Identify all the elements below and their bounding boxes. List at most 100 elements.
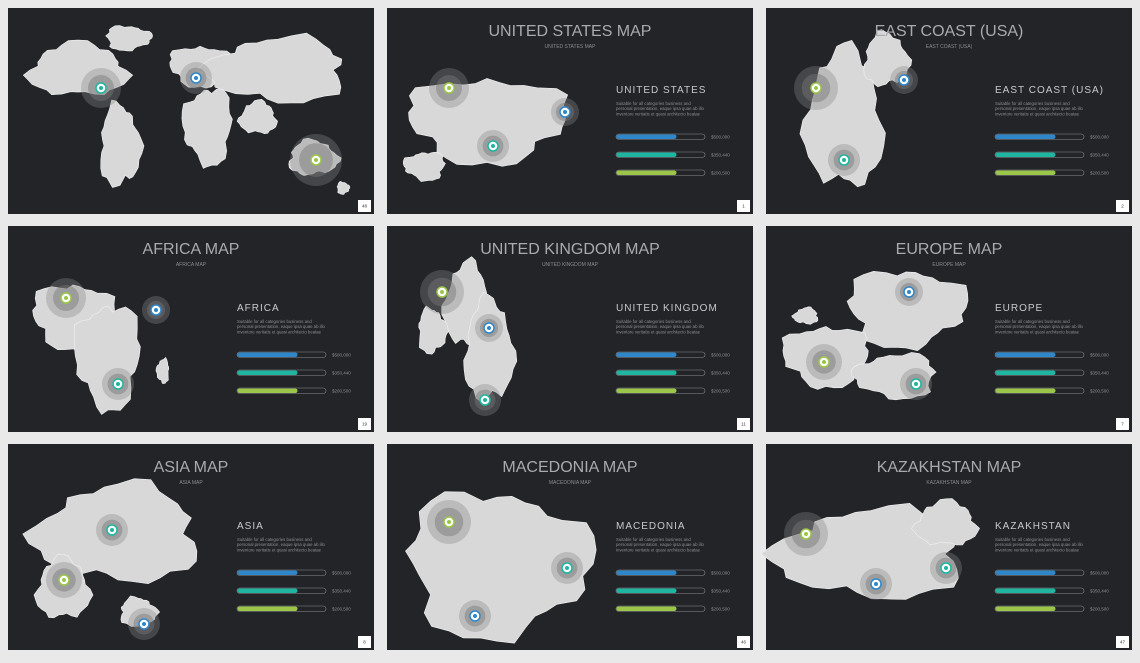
description: Suitable for all categories business and… bbox=[237, 537, 326, 552]
progress-track bbox=[994, 169, 1085, 176]
slide-title: MACEDONIA MAP bbox=[502, 459, 637, 476]
map-region bbox=[463, 291, 518, 402]
region-heading: KAZAKHSTAN bbox=[995, 521, 1071, 532]
progress-track bbox=[615, 151, 706, 158]
progress-track bbox=[236, 587, 327, 594]
description-line: personal presentation, eaque ipsa quae a… bbox=[237, 324, 326, 329]
slide: UNITED STATES MAP UNITED STATES MAP UNITED… bbox=[387, 8, 753, 214]
slide-title: EAST COAST (USA) bbox=[875, 23, 1024, 40]
map-region bbox=[402, 151, 446, 182]
progress-fill bbox=[995, 352, 1056, 357]
marker-dot bbox=[907, 290, 911, 294]
slide: AFRICA MAP AFRICA MAP AFRICA Suitable for a… bbox=[8, 226, 374, 432]
progress-value: $500,000 bbox=[1090, 135, 1109, 140]
marker-dot bbox=[822, 360, 826, 364]
page-number: 2 bbox=[1121, 204, 1124, 209]
description-line: personal presentation, eaque ipsa quae a… bbox=[616, 106, 705, 111]
description-line: personal presentation, eaque ipsa quae a… bbox=[995, 106, 1084, 111]
progress-fill bbox=[995, 370, 1056, 375]
description-line: personal presentation, eaque ipsa quae a… bbox=[616, 324, 705, 329]
description: Suitable for all categories business and… bbox=[616, 319, 705, 334]
page-number: 19 bbox=[362, 422, 368, 427]
description-line: Suitable for all categories business and bbox=[616, 537, 691, 542]
slide-subtitle: EAST COAST (USA) bbox=[926, 44, 973, 50]
slide-subtitle: UNITED KINGDOM MAP bbox=[542, 262, 599, 268]
progress-value: $350,440 bbox=[1090, 371, 1109, 376]
description-line: Suitable for all categories business and bbox=[237, 537, 312, 542]
slide: UNITED KINGDOM MAP UNITED KINGDOM MAP UNIT… bbox=[387, 226, 753, 432]
progress-track bbox=[236, 569, 327, 576]
marker-dot bbox=[483, 398, 487, 402]
map-region bbox=[791, 306, 819, 325]
progress-fill bbox=[616, 388, 677, 393]
description: Suitable for all categories business and… bbox=[616, 101, 705, 116]
description: Suitable for all categories business and… bbox=[995, 101, 1084, 116]
progress-value: $350,440 bbox=[711, 371, 730, 376]
progress-fill bbox=[237, 588, 298, 593]
marker-dot bbox=[902, 78, 906, 82]
region-heading: EAST COAST (USA) bbox=[995, 85, 1104, 96]
progress-track bbox=[994, 387, 1085, 394]
progress-fill bbox=[616, 134, 677, 139]
description: Suitable for all categories business and… bbox=[237, 319, 326, 334]
progress-fill bbox=[237, 570, 298, 575]
page-number: 8 bbox=[363, 640, 366, 645]
slide-subtitle: EUROPE MAP bbox=[932, 262, 966, 268]
progress-value: $350,440 bbox=[1090, 153, 1109, 158]
marker-dot bbox=[804, 532, 808, 536]
progress-fill bbox=[995, 570, 1056, 575]
description-line: Suitable for all categories business and bbox=[995, 101, 1070, 106]
map bbox=[760, 498, 980, 600]
slide: EUROPE MAP EUROPE MAP EUROPE Suitable for a… bbox=[766, 226, 1132, 432]
page-number: 11 bbox=[741, 422, 746, 427]
page-number: 1 bbox=[742, 204, 745, 209]
progress-value: $200,500 bbox=[711, 171, 730, 176]
marker-dot bbox=[565, 566, 569, 570]
progress-value: $200,500 bbox=[332, 389, 351, 394]
description-line: Suitable for all categories business and bbox=[616, 319, 691, 324]
progress-value: $500,000 bbox=[332, 353, 351, 358]
progress-track bbox=[615, 605, 706, 612]
description-line: inventore veritatis et quasi architecto … bbox=[995, 547, 1080, 552]
slide-subtitle: UNITED STATES MAP bbox=[545, 44, 597, 50]
slide: EAST COAST (USA) EAST COAST (USA) EAST COA… bbox=[766, 8, 1132, 214]
page-number-box bbox=[1116, 636, 1129, 648]
map-region bbox=[863, 29, 913, 88]
marker-dot bbox=[447, 520, 451, 524]
region-heading: UNITED KINGDOM bbox=[616, 303, 718, 314]
map-region bbox=[155, 357, 170, 385]
marker-dot bbox=[491, 144, 495, 148]
region-heading: ASIA bbox=[237, 521, 264, 532]
map-region bbox=[236, 98, 278, 135]
description-line: inventore veritatis et quasi architecto … bbox=[995, 329, 1080, 334]
marker-dot bbox=[563, 110, 567, 114]
page-number-box bbox=[737, 200, 750, 212]
marker-dot bbox=[99, 86, 103, 90]
map bbox=[781, 270, 969, 401]
progress-value: $200,500 bbox=[1090, 607, 1109, 612]
map bbox=[794, 29, 918, 188]
map-region bbox=[418, 305, 449, 355]
progress-value: $350,440 bbox=[711, 153, 730, 158]
progress-fill bbox=[237, 370, 298, 375]
progress-track bbox=[994, 369, 1085, 376]
progress-fill bbox=[995, 606, 1056, 611]
progress-track bbox=[615, 169, 706, 176]
description: Suitable for all categories business and… bbox=[995, 319, 1084, 334]
progress-fill bbox=[616, 170, 677, 175]
map-region bbox=[33, 553, 94, 619]
marker-dot bbox=[440, 290, 444, 294]
progress-fill bbox=[995, 152, 1056, 157]
progress-value: $500,000 bbox=[711, 353, 730, 358]
progress-value: $200,500 bbox=[1090, 171, 1109, 176]
progress-track bbox=[615, 587, 706, 594]
progress-track bbox=[615, 351, 706, 358]
slide-title: ASIA MAP bbox=[154, 459, 229, 476]
progress-track bbox=[994, 569, 1085, 576]
description-line: Suitable for all categories business and bbox=[616, 101, 691, 106]
progress-value: $350,440 bbox=[332, 589, 351, 594]
marker-dot bbox=[142, 622, 146, 626]
progress-track bbox=[236, 351, 327, 358]
region-heading: UNITED STATES bbox=[616, 85, 706, 96]
map bbox=[32, 278, 170, 415]
